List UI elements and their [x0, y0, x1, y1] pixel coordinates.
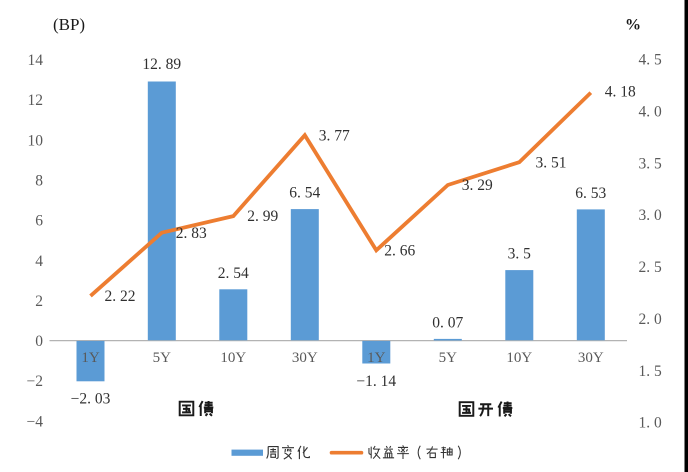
- svg-text:−1. 14: −1. 14: [356, 373, 396, 390]
- svg-text:(BP): (BP): [53, 15, 85, 34]
- svg-text:4. 0: 4. 0: [639, 104, 663, 121]
- svg-text:1Y: 1Y: [367, 350, 386, 366]
- svg-text:2. 0: 2. 0: [639, 311, 663, 328]
- svg-text:2: 2: [35, 293, 43, 310]
- svg-text:4. 5: 4. 5: [639, 52, 663, 69]
- svg-text:3. 51: 3. 51: [536, 154, 567, 171]
- svg-text:4. 18: 4. 18: [605, 83, 636, 100]
- svg-text:2. 5: 2. 5: [639, 259, 663, 276]
- svg-text:10: 10: [28, 132, 44, 149]
- svg-text:30Y: 30Y: [578, 350, 604, 366]
- svg-text:30Y: 30Y: [292, 350, 318, 366]
- svg-text:1. 5: 1. 5: [639, 363, 663, 380]
- svg-text:10Y: 10Y: [506, 350, 532, 366]
- svg-text:3. 0: 3. 0: [639, 207, 663, 224]
- svg-text:3. 29: 3. 29: [462, 177, 493, 194]
- svg-text:1Y: 1Y: [81, 350, 100, 366]
- svg-text:0. 07: 0. 07: [432, 315, 463, 332]
- svg-text:5Y: 5Y: [153, 350, 172, 366]
- svg-text:3. 5: 3. 5: [639, 155, 663, 172]
- svg-text:2. 99: 2. 99: [247, 208, 278, 225]
- svg-text:−2. 03: −2. 03: [71, 391, 111, 408]
- svg-text:4: 4: [35, 253, 43, 270]
- svg-text:3. 77: 3. 77: [319, 127, 350, 144]
- svg-text:1. 0: 1. 0: [639, 415, 663, 432]
- svg-text:12. 89: 12. 89: [142, 56, 181, 73]
- svg-text:6. 54: 6. 54: [289, 185, 320, 202]
- svg-text:12: 12: [28, 92, 44, 109]
- svg-text:2. 54: 2. 54: [218, 265, 249, 282]
- svg-text:5Y: 5Y: [439, 350, 458, 366]
- svg-text:2. 22: 2. 22: [105, 288, 136, 305]
- svg-text:0: 0: [35, 333, 43, 350]
- svg-text:8: 8: [35, 173, 43, 190]
- svg-text:−4: −4: [27, 413, 44, 430]
- svg-text:10Y: 10Y: [220, 350, 246, 366]
- svg-text:2. 83: 2. 83: [176, 225, 207, 242]
- svg-text:14: 14: [28, 52, 44, 69]
- svg-text:−2: −2: [27, 373, 44, 390]
- svg-text:%: %: [625, 16, 641, 33]
- svg-text:3. 5: 3. 5: [508, 246, 532, 263]
- svg-text:6. 53: 6. 53: [575, 185, 606, 202]
- svg-text:2. 66: 2. 66: [384, 242, 415, 259]
- svg-text:6: 6: [35, 213, 43, 230]
